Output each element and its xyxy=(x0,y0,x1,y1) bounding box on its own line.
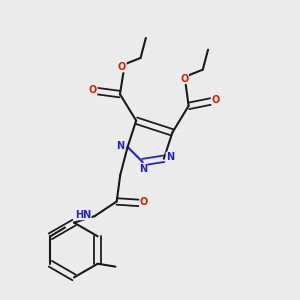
Text: N: N xyxy=(166,152,174,162)
Text: O: O xyxy=(118,62,126,72)
Text: O: O xyxy=(88,85,97,95)
Text: O: O xyxy=(212,95,220,105)
Text: N: N xyxy=(116,140,124,151)
Text: O: O xyxy=(140,197,148,207)
Text: O: O xyxy=(180,74,188,83)
Text: N: N xyxy=(139,164,147,174)
Text: HN: HN xyxy=(75,210,91,220)
